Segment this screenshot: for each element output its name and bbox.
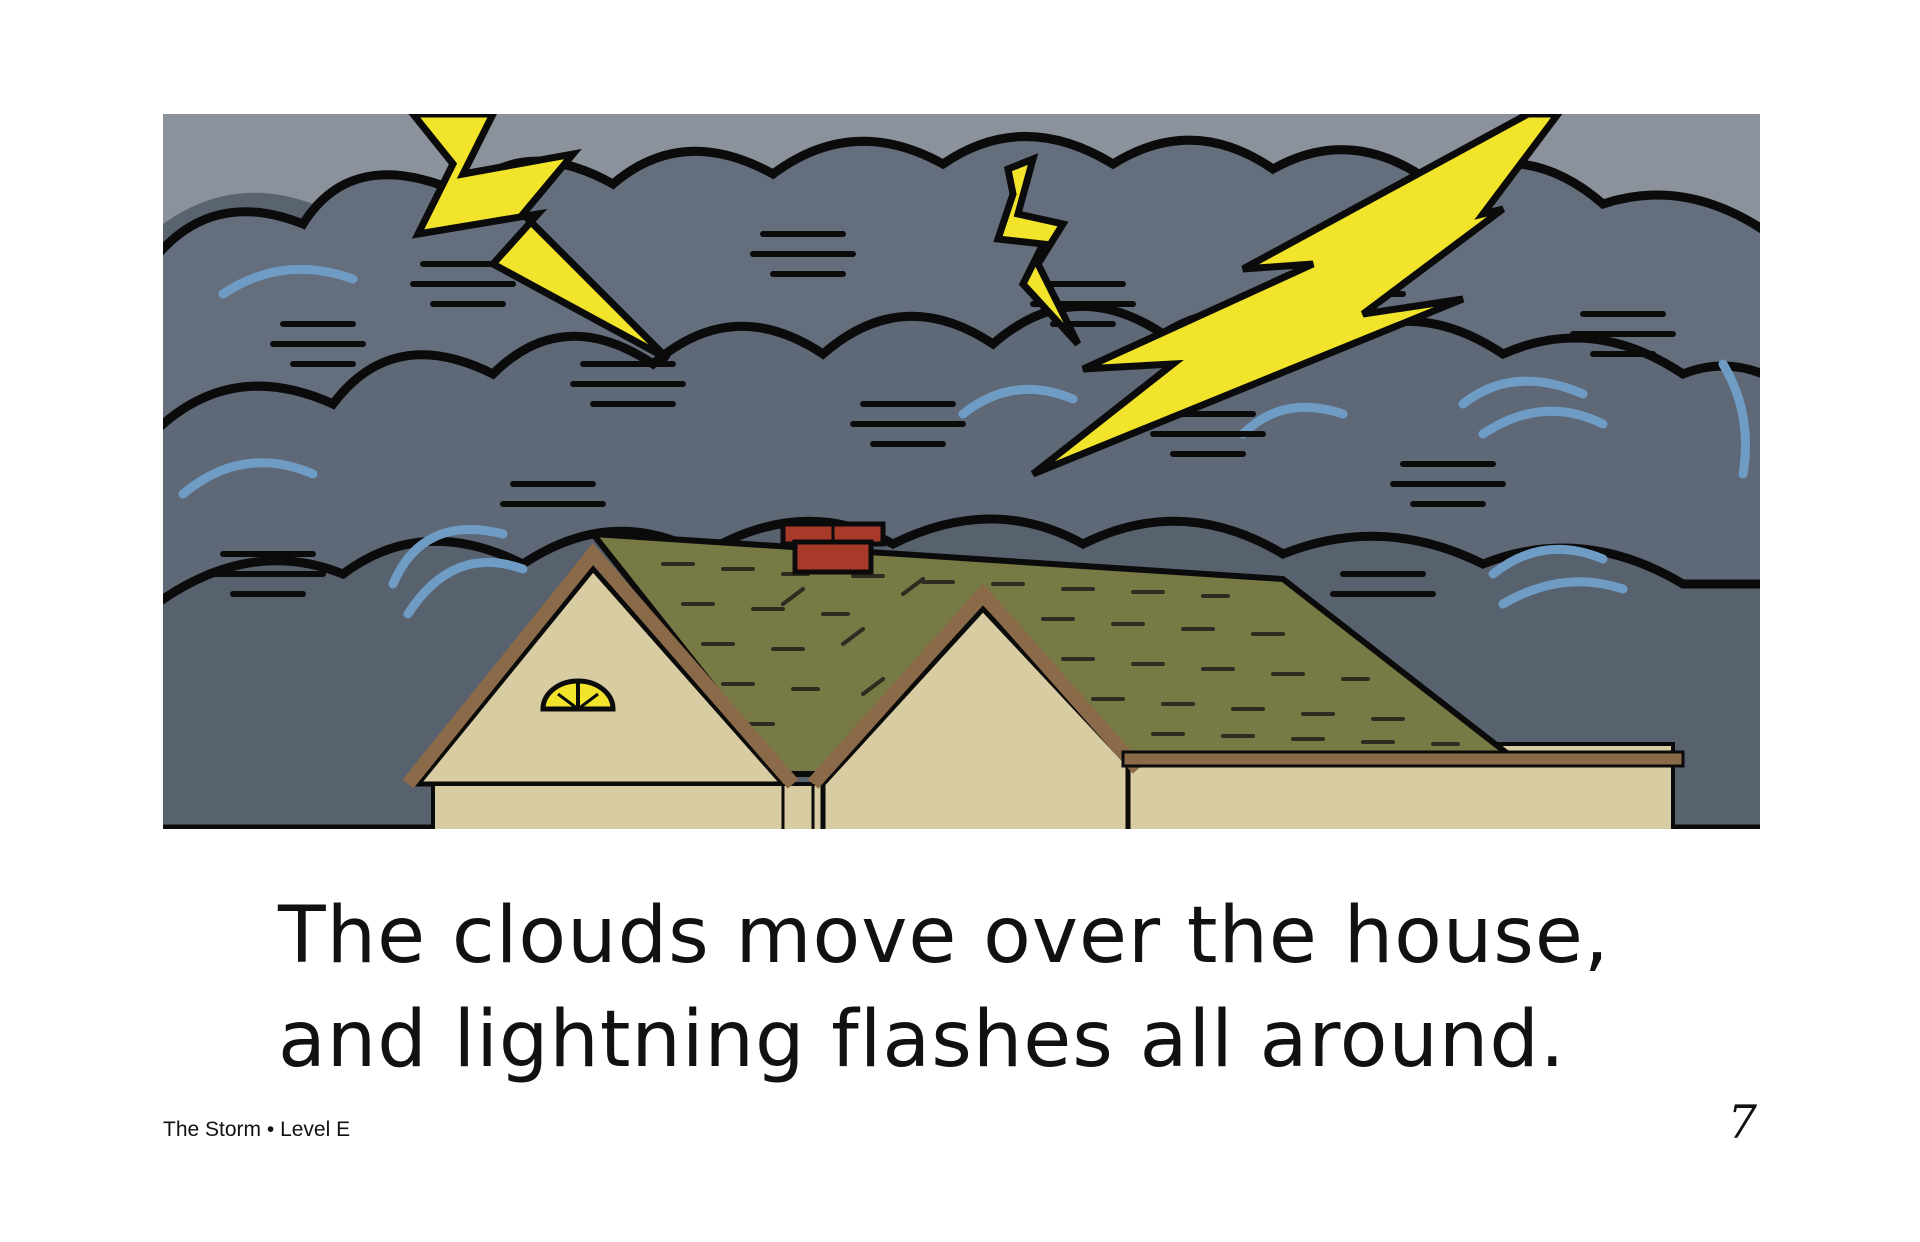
roof-shingles bbox=[661, 562, 1460, 746]
page-number: 7 bbox=[1727, 1095, 1757, 1149]
middle-gable-trim bbox=[807, 583, 1144, 789]
lightning-bolt-icon bbox=[408, 114, 1563, 478]
attic-window-icon bbox=[540, 678, 616, 712]
chimney-icon bbox=[780, 521, 886, 575]
story-line-1: The clouds move over the house, bbox=[278, 891, 1610, 981]
footer-book-info: The Storm • Level E bbox=[163, 1118, 350, 1142]
story-line-2: and lightning flashes all around. bbox=[278, 995, 1566, 1085]
storm-scene bbox=[163, 114, 1760, 829]
storm-illustration bbox=[163, 114, 1760, 829]
house-icon bbox=[402, 521, 1685, 829]
cloud-swirls bbox=[178, 264, 1750, 619]
reading-level: Level E bbox=[280, 1118, 351, 1141]
footer-separator: • bbox=[266, 1118, 275, 1141]
left-gable-trim bbox=[402, 543, 799, 789]
middle-gable-wall bbox=[820, 605, 1131, 829]
book-title: The Storm bbox=[163, 1118, 262, 1141]
story-text: The clouds move over the house, and ligh… bbox=[278, 884, 1678, 1092]
right-eave-trim bbox=[1121, 750, 1685, 768]
